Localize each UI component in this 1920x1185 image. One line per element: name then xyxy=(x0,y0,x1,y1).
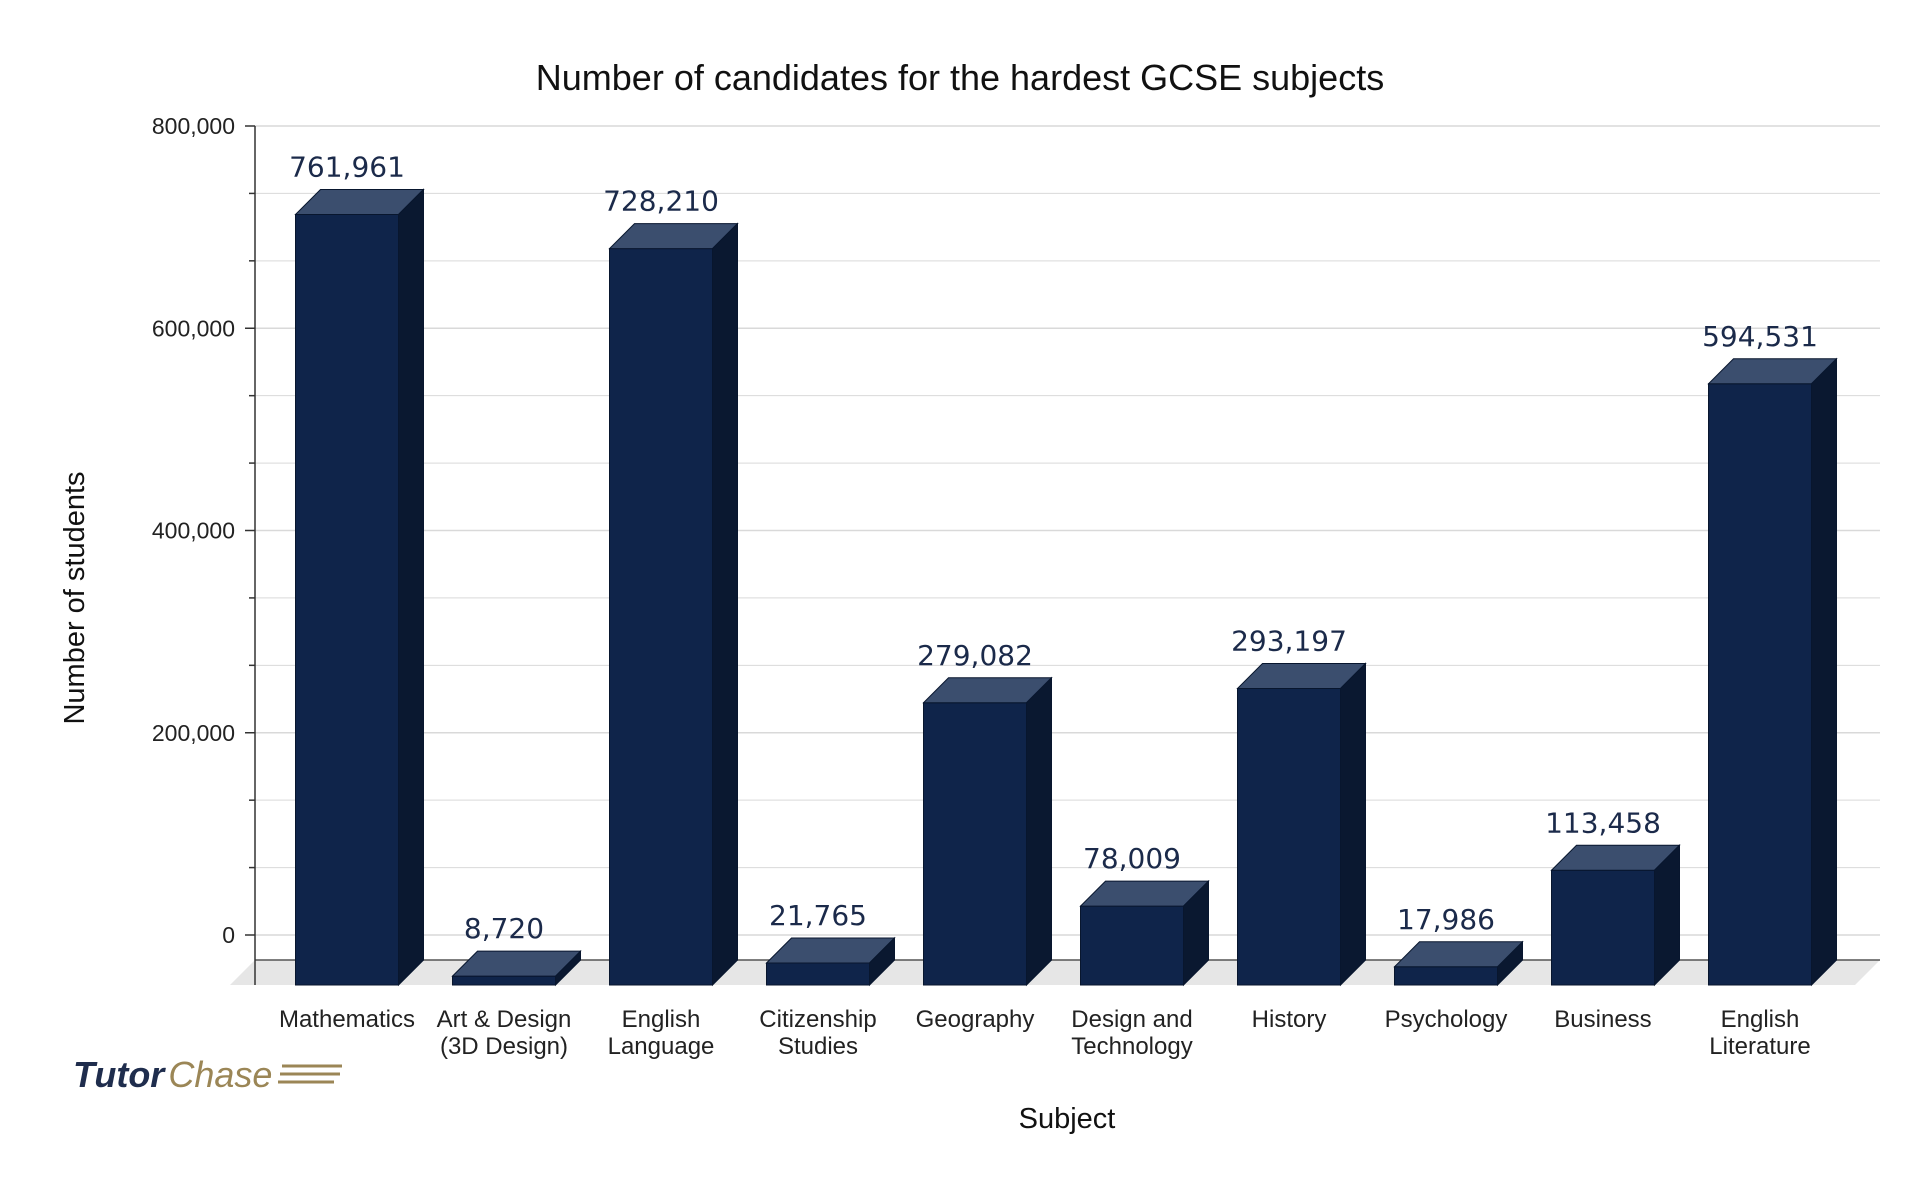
bar-front xyxy=(452,975,556,986)
x-tick-label: Design and Technology xyxy=(1071,1006,1192,1060)
tutorchase-logo: Tutor Chase xyxy=(73,1054,342,1095)
bar xyxy=(294,188,425,987)
bar xyxy=(1393,940,1524,987)
bar-side xyxy=(1654,844,1680,987)
grid-lines xyxy=(255,125,1880,961)
logo-text: Tutor Chase xyxy=(73,1054,272,1095)
x-tick-label: English Literature xyxy=(1709,1006,1810,1060)
bar-side xyxy=(398,188,424,987)
data-label: 761,961 xyxy=(289,150,405,183)
bar-front xyxy=(1237,688,1341,986)
x-tick-label: Mathematics xyxy=(279,1006,415,1033)
data-label: 728,210 xyxy=(603,185,719,218)
data-label: 17,986 xyxy=(1397,903,1495,936)
bar-front xyxy=(1080,905,1184,986)
bar xyxy=(1236,662,1367,987)
bars xyxy=(294,188,1838,987)
x-tick-label: Psychology xyxy=(1385,1006,1508,1033)
bar-front xyxy=(766,962,870,986)
chart-title: Number of candidates for the hardest GCS… xyxy=(536,57,1384,98)
x-tick-label: Geography xyxy=(916,1006,1035,1033)
data-label: 21,765 xyxy=(769,899,867,932)
data-label: 279,082 xyxy=(917,639,1033,672)
y-tick-label: 0 xyxy=(222,922,235,948)
y-axis: 0 200,000 400,000 600,000 800,000 xyxy=(152,113,256,985)
bar-front xyxy=(923,702,1027,986)
y-tick-label: 600,000 xyxy=(152,315,235,341)
bar xyxy=(1707,357,1838,987)
bar-front xyxy=(1551,869,1655,986)
bar xyxy=(1079,879,1210,987)
x-tick-label: Citizenship Studies xyxy=(759,1006,876,1060)
data-label: 113,458 xyxy=(1545,806,1661,839)
bar-front xyxy=(1394,966,1498,986)
bar-front xyxy=(295,213,399,986)
bar-side xyxy=(1340,662,1366,987)
data-labels: 761,961 8,720 728,210 21,765 279,082 78,009 29… xyxy=(289,150,1818,945)
bar-side xyxy=(555,949,581,987)
data-label: 293,197 xyxy=(1231,625,1347,658)
x-tick-label: Art & Design (3D Design) xyxy=(437,1006,572,1060)
y-tick-label: 800,000 xyxy=(152,113,235,139)
y-tick-label: 400,000 xyxy=(152,518,235,544)
bar xyxy=(765,936,896,987)
bar xyxy=(451,949,582,987)
bar-side xyxy=(1497,940,1523,987)
bar xyxy=(922,676,1053,987)
logo-speed-lines-icon xyxy=(278,1064,342,1084)
x-tick-label: Business xyxy=(1554,1006,1651,1033)
bar-side xyxy=(712,222,738,987)
x-tick-label: History xyxy=(1252,1006,1327,1033)
x-axis-title: Subject xyxy=(1019,1103,1116,1135)
x-axis-labels: Mathematics Art & Design (3D Design) Englis… xyxy=(279,1006,1811,1060)
y-tick-label: 200,000 xyxy=(152,720,235,746)
bar xyxy=(1550,844,1681,987)
bar-front xyxy=(609,248,713,986)
bar-side xyxy=(1183,879,1209,987)
y-axis-title: Number of students xyxy=(59,471,91,724)
bar-front xyxy=(1708,383,1812,986)
bar-side xyxy=(1811,357,1837,987)
bar-side xyxy=(1026,676,1052,987)
data-label: 78,009 xyxy=(1083,842,1181,875)
data-label: 8,720 xyxy=(464,912,544,945)
data-label: 594,531 xyxy=(1702,320,1818,353)
bar xyxy=(608,222,739,987)
logo-chase: Chase xyxy=(168,1054,272,1095)
bar-side xyxy=(869,936,895,987)
x-tick-label: English Language xyxy=(608,1006,715,1060)
logo-tutor: Tutor xyxy=(73,1054,166,1095)
